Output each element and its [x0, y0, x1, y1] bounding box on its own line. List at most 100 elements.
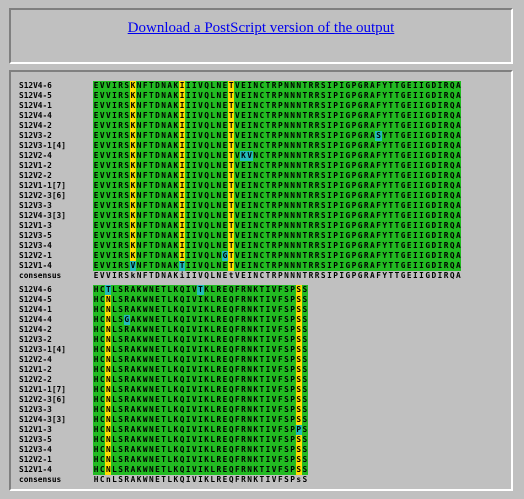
residue: Q [203, 201, 210, 211]
residue: V [99, 251, 106, 261]
residue: N [148, 375, 155, 385]
residue: N [246, 435, 253, 445]
residue: S [301, 455, 308, 465]
residue: A [369, 231, 376, 241]
residue: I [436, 261, 444, 271]
residue: A [166, 131, 173, 141]
residue: A [166, 161, 173, 171]
residue: N [215, 231, 222, 241]
residue: V [191, 385, 198, 395]
residue: T [148, 271, 154, 280]
residue: S [295, 465, 302, 475]
residue: G [400, 241, 407, 251]
residue: T [301, 211, 308, 221]
residue: N [283, 101, 290, 111]
residue: F [375, 201, 382, 211]
residue: R [363, 171, 370, 181]
residue: I [436, 161, 444, 171]
residue: R [307, 141, 315, 151]
residue: I [178, 131, 186, 141]
residue: R [123, 295, 130, 305]
residue: A [455, 241, 462, 251]
residue: I [412, 131, 419, 141]
residue: Q [178, 465, 186, 475]
residue: R [363, 261, 370, 271]
residue: T [387, 91, 394, 101]
residue: G [424, 141, 431, 151]
residue: K [172, 151, 179, 161]
residue: T [264, 261, 272, 271]
residue: R [271, 191, 278, 201]
residue: D [154, 201, 161, 211]
residue: R [363, 161, 370, 171]
sequence-residues: HCNLSRAKWNETLKQIVIKLREQFRNKTIVFSPSS [93, 455, 308, 465]
residue: S [123, 241, 130, 251]
residue: N [105, 425, 112, 435]
residue: I [178, 241, 186, 251]
residue: I [111, 261, 118, 271]
sequence-name: S12V1-3 [19, 425, 52, 434]
residue: N [246, 355, 253, 365]
residue: Q [228, 345, 235, 355]
residue: Q [228, 465, 235, 475]
residue: P [350, 151, 358, 161]
residue: K [203, 345, 210, 355]
residue: E [221, 171, 229, 181]
residue: E [221, 121, 229, 131]
download-postscript-link[interactable]: Download a PostScript version of the out… [127, 20, 395, 36]
residue: T [258, 375, 265, 385]
residue: A [455, 151, 462, 161]
residue: I [197, 345, 204, 355]
residue: I [264, 325, 272, 335]
residue: E [221, 395, 229, 405]
residue: R [307, 91, 315, 101]
residue: W [142, 425, 149, 435]
residue: I [436, 231, 444, 241]
residue: S [320, 261, 327, 271]
sequence-row: S12V4-6 EVVIRSKNFTDNAKIIIVQLNETVEINCTRPNN… [19, 81, 462, 91]
residue: Q [203, 101, 210, 111]
residue: S [284, 475, 289, 484]
sequence-residues: HCNLSRAKWNETLKQIVIKLREQFRNKTIVFSPSS [93, 465, 308, 475]
residue: P [277, 191, 284, 201]
residue: N [252, 211, 259, 221]
residue: R [215, 375, 222, 385]
residue: E [154, 375, 161, 385]
residue: R [314, 251, 321, 261]
residue: F [277, 305, 284, 315]
residue: K [203, 405, 210, 415]
residue: G [400, 101, 407, 111]
residue: N [252, 101, 259, 111]
residue: K [135, 305, 143, 315]
residue: G [344, 201, 351, 211]
residue: S [123, 131, 130, 141]
residue: T [387, 171, 394, 181]
residue: V [105, 81, 112, 91]
residue: S [320, 271, 326, 280]
residue: I [339, 271, 345, 280]
residue: S [301, 435, 308, 445]
residue: N [246, 375, 253, 385]
residue: W [142, 375, 149, 385]
residue: V [271, 445, 278, 455]
residue: R [117, 181, 124, 191]
residue: S [301, 305, 308, 315]
residue: P [289, 305, 296, 315]
residue: A [455, 91, 462, 101]
residue: K [172, 111, 179, 121]
residue: R [123, 305, 130, 315]
sequence-name: S12V2-3[6] [19, 191, 66, 200]
residue: I [197, 435, 204, 445]
residue: R [363, 151, 370, 161]
residue: G [424, 191, 431, 201]
residue: R [117, 131, 124, 141]
residue: E [154, 435, 161, 445]
residue: G [400, 261, 407, 271]
residue: A [455, 251, 462, 261]
residue: A [129, 415, 136, 425]
residue: R [123, 335, 130, 345]
sequence-residues: HCNLSRAKWNETLKQIVIKLREQFRNKTIVFSPSS [93, 335, 308, 345]
residue: N [215, 221, 222, 231]
residue: K [129, 151, 136, 161]
residue: I [436, 171, 444, 181]
